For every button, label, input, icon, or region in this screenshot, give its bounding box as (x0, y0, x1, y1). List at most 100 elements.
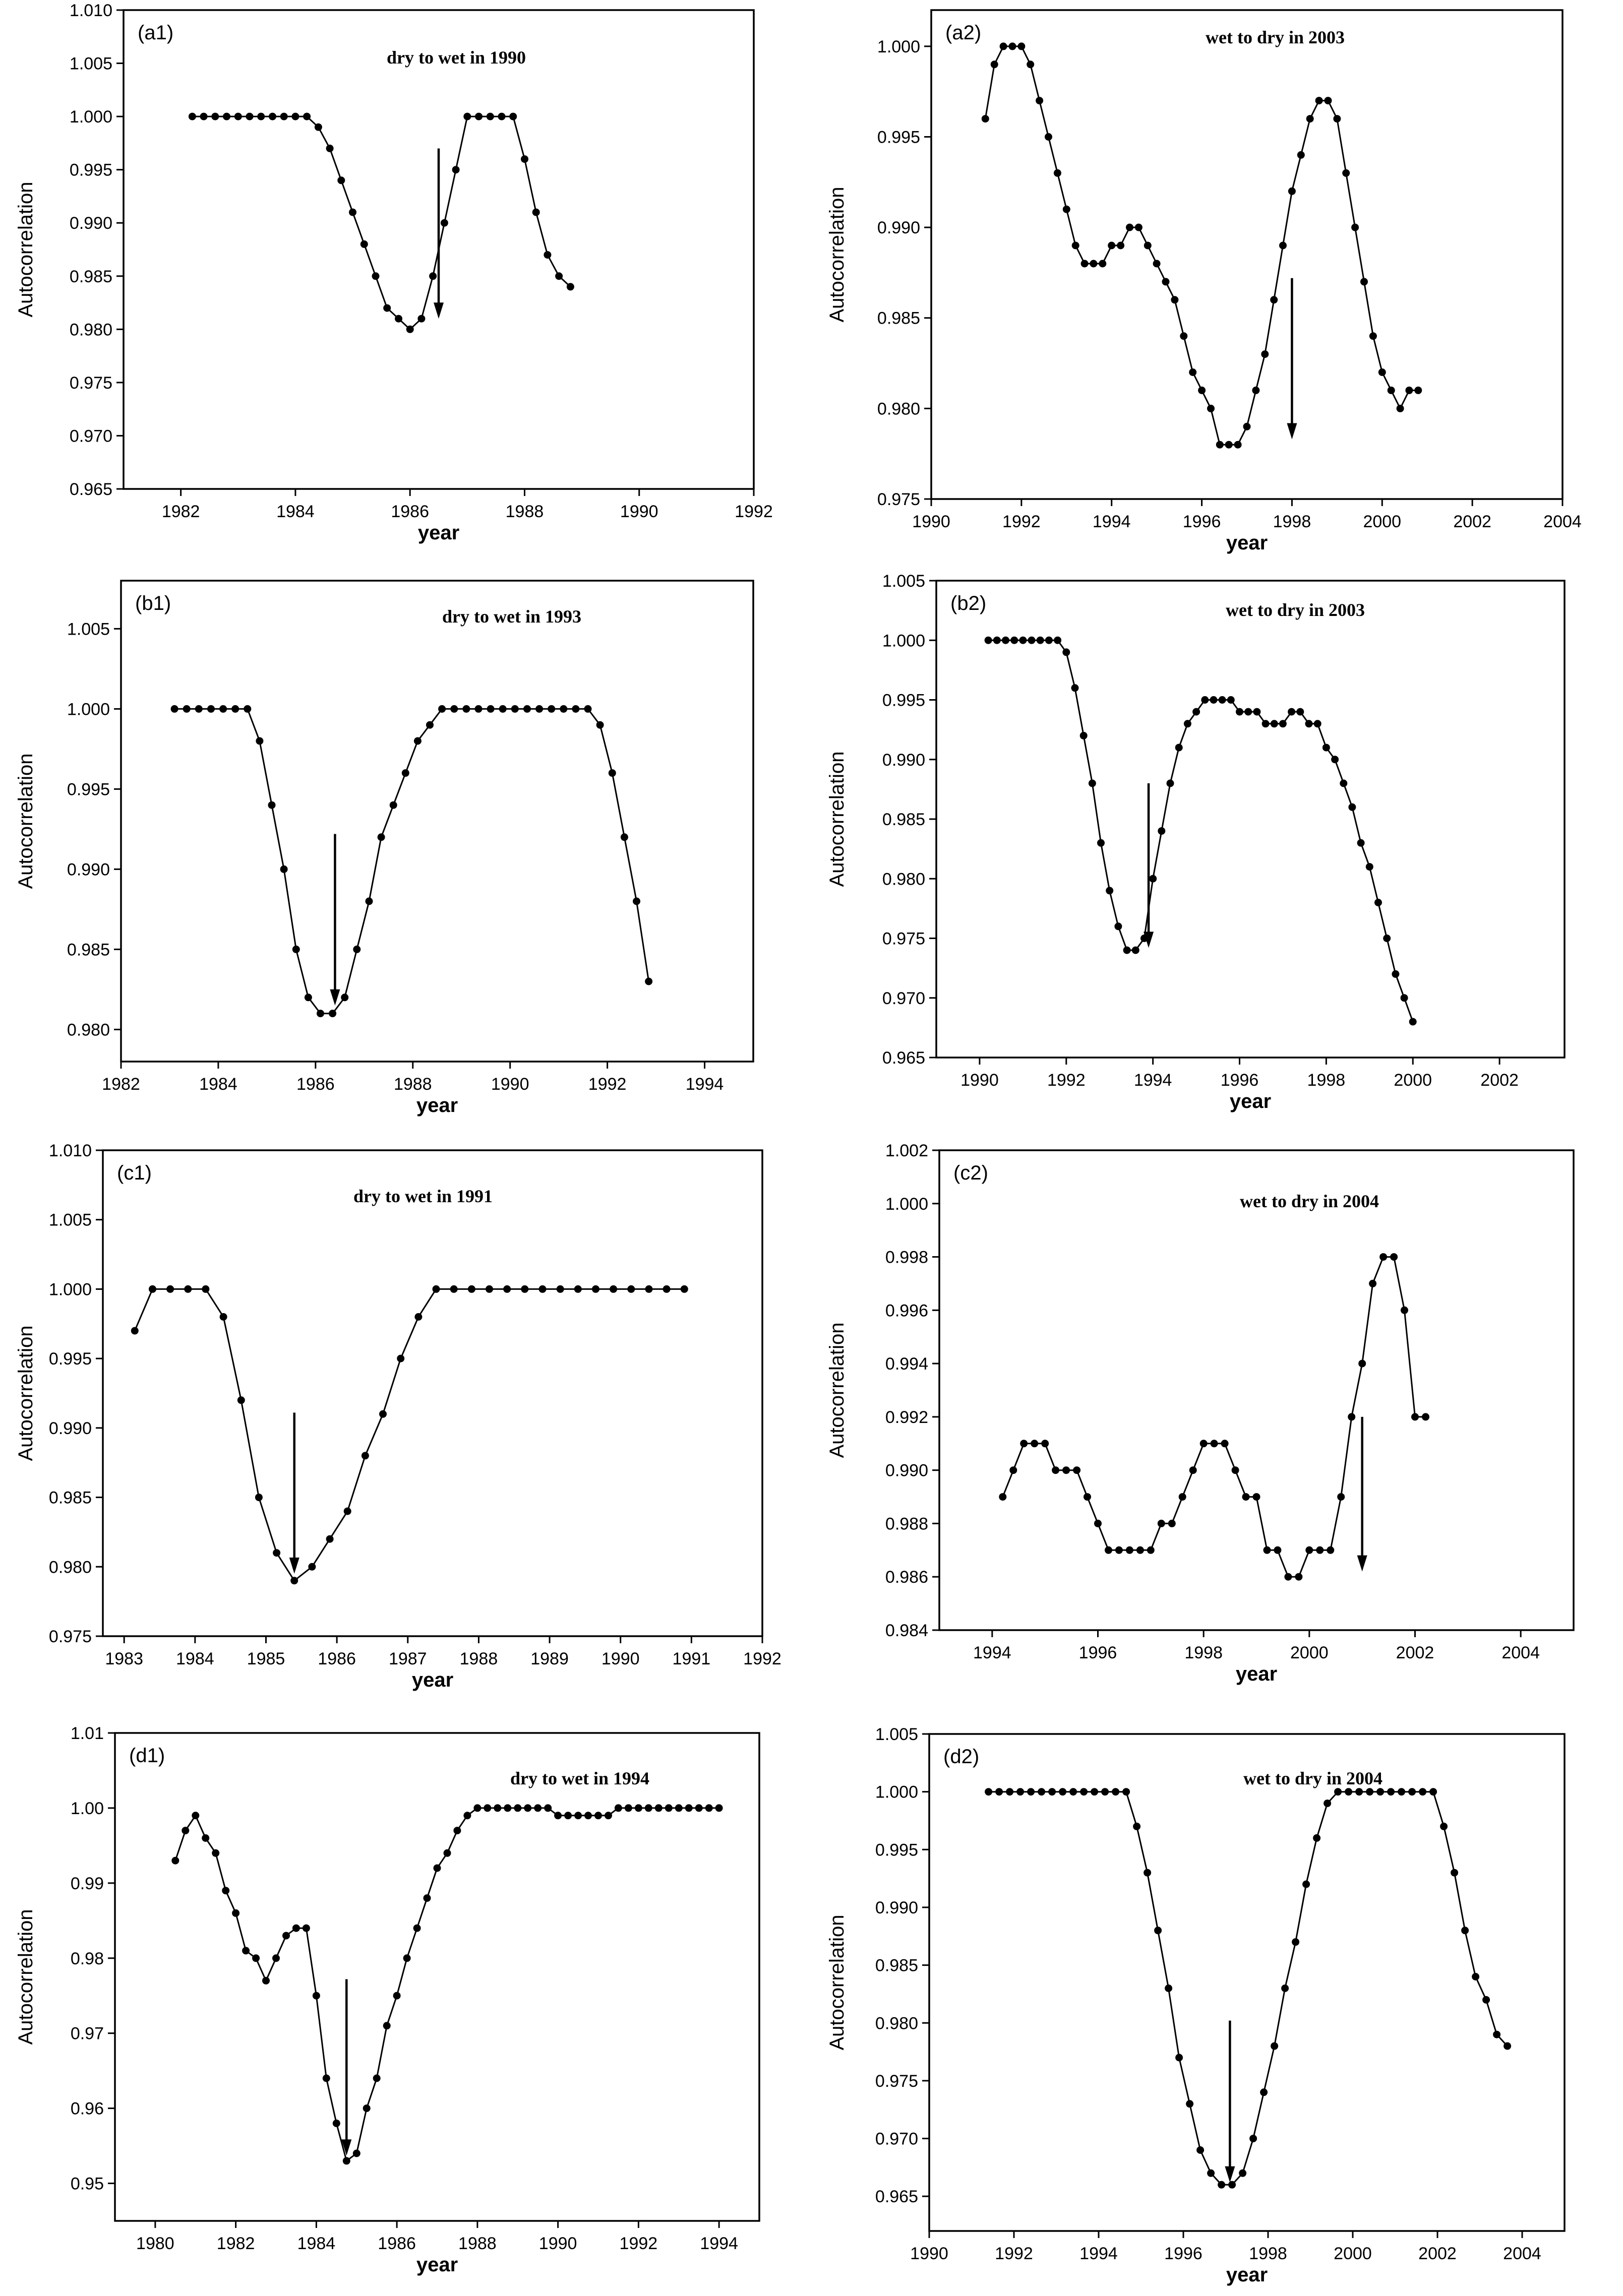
data-point (1429, 1788, 1437, 1796)
data-point (1192, 708, 1200, 716)
data-point (1357, 839, 1365, 847)
data-point (574, 1812, 582, 1820)
minimum-arrowhead (341, 2139, 352, 2156)
x-tick-label: 1987 (389, 1649, 427, 1668)
data-point (256, 737, 264, 745)
data-point (555, 272, 563, 280)
series-line (988, 639, 1414, 1022)
data-point (1059, 1788, 1067, 1796)
data-point (1358, 1359, 1366, 1368)
y-tick-label: 0.998 (885, 1248, 928, 1267)
data-point (337, 176, 345, 184)
x-tick-label: 1982 (102, 1075, 140, 1094)
data-point (1080, 260, 1089, 268)
data-point (452, 166, 460, 174)
x-tick-label: 1986 (296, 1075, 335, 1094)
data-point (1270, 296, 1278, 304)
data-point (1009, 1466, 1017, 1474)
data-point (1327, 1546, 1335, 1554)
data-point (1054, 636, 1062, 644)
data-point (592, 1285, 599, 1293)
data-point (353, 945, 361, 953)
x-tick-label: 1990 (602, 1649, 640, 1668)
data-point (1366, 1788, 1374, 1796)
plot-frame (102, 1149, 763, 1637)
chart-title: wet to dry in 2004 (1243, 1768, 1382, 1788)
data-point (262, 1976, 270, 1984)
y-tick-label: 1.000 (49, 1280, 92, 1299)
x-tick-label: 1983 (105, 1649, 143, 1668)
panel-label: (a1) (138, 22, 173, 44)
chart-panel-a2: 1990 1992 1994 1996 1998 2000 2002 2004 0.975 0.9… (811, 0, 1623, 554)
plot-frame (938, 1149, 1575, 1631)
x-tick-label: 1998 (1184, 1643, 1223, 1662)
data-point (1052, 1466, 1060, 1474)
data-point (255, 1494, 263, 1502)
data-point (1062, 205, 1070, 213)
y-axis-title: Autocorrelation (15, 1909, 37, 2044)
chart-title: dry to wet in 1990 (387, 47, 526, 68)
data-point (1305, 1546, 1313, 1554)
data-point (131, 1327, 139, 1335)
data-point (342, 2157, 350, 2165)
data-point (1069, 1788, 1077, 1796)
data-point (1297, 151, 1305, 159)
data-point (524, 1804, 532, 1812)
data-point (302, 1924, 310, 1932)
x-tick-label: 1991 (673, 1649, 711, 1668)
data-point (715, 1804, 723, 1812)
data-point (1162, 278, 1170, 286)
data-point (1053, 169, 1061, 177)
data-point (1279, 241, 1287, 250)
chart-panel-d2: 1990 1992 1994 1996 1998 2000 2002 2004 0.965 0.9… (811, 1709, 1623, 2296)
data-point (322, 2074, 330, 2082)
data-point (1411, 1413, 1419, 1421)
data-point (584, 705, 592, 713)
data-point (1201, 696, 1209, 704)
y-tick-label: 0.995 (70, 161, 112, 180)
data-point (1244, 708, 1252, 716)
data-point (1207, 404, 1215, 412)
data-point (608, 769, 616, 777)
data-point (484, 1804, 492, 1812)
series-line (988, 1791, 1508, 2186)
x-tick-label: 1992 (743, 1649, 782, 1668)
data-point (1331, 756, 1339, 764)
x-tick-label: 1994 (1079, 2244, 1118, 2263)
data-point (584, 1812, 592, 1820)
minimum-arrowhead (289, 1558, 299, 1574)
data-point (1313, 720, 1321, 728)
y-tick-label: 0.988 (885, 1514, 928, 1533)
x-tick-label: 2002 (1480, 1071, 1519, 1090)
data-point (1242, 1493, 1250, 1501)
x-tick-label: 1990 (620, 502, 658, 521)
data-point (486, 112, 494, 120)
data-point (219, 705, 227, 713)
data-point (1342, 169, 1350, 177)
data-point (1392, 970, 1400, 978)
series-line (134, 1288, 685, 1582)
data-point (504, 1804, 512, 1812)
x-axis-title: year (1236, 1663, 1277, 1685)
y-axis-title: Autocorrelation (826, 1322, 848, 1458)
data-point (1071, 684, 1079, 692)
data-point (560, 705, 568, 713)
data-point (1281, 1984, 1289, 1992)
data-point (1451, 1869, 1459, 1877)
data-point (372, 272, 380, 280)
data-point (1288, 187, 1296, 195)
data-point (401, 769, 409, 777)
data-point (981, 115, 989, 123)
y-tick-label: 1.000 (70, 107, 112, 127)
data-point (1231, 1466, 1239, 1474)
data-point (1316, 1546, 1324, 1554)
x-tick-label: 1988 (394, 1075, 432, 1094)
data-point (1017, 42, 1026, 50)
data-point (1097, 839, 1105, 847)
data-point (413, 737, 422, 745)
data-point (620, 833, 628, 841)
data-point (326, 1535, 334, 1543)
data-point (440, 219, 448, 227)
data-point (1379, 1253, 1388, 1261)
data-point (705, 1804, 713, 1812)
